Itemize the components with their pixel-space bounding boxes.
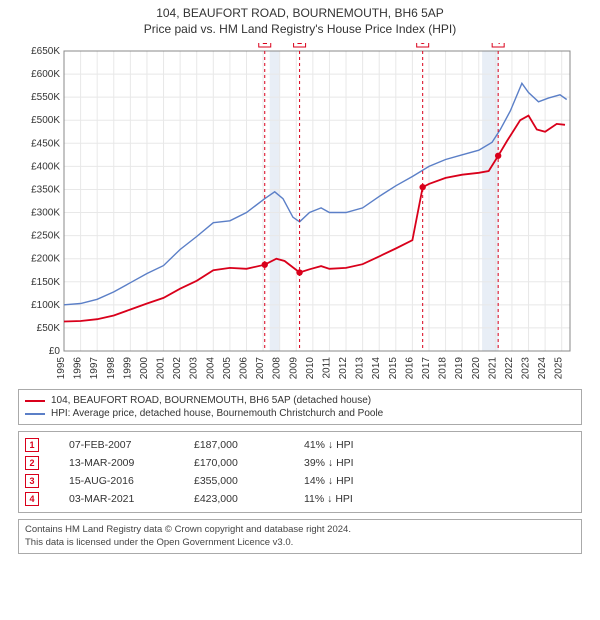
svg-text:2000: 2000 bbox=[139, 357, 150, 380]
svg-text:£550K: £550K bbox=[31, 92, 60, 103]
svg-text:1998: 1998 bbox=[106, 357, 117, 380]
svg-text:3: 3 bbox=[420, 43, 425, 46]
svg-text:1996: 1996 bbox=[73, 357, 84, 380]
event-row-4: 4 03-MAR-2021 £423,000 11% ↓ HPI bbox=[25, 490, 575, 508]
svg-text:2007: 2007 bbox=[255, 357, 266, 380]
footer-line-2: This data is licensed under the Open Gov… bbox=[25, 537, 575, 549]
svg-text:2010: 2010 bbox=[305, 357, 316, 380]
chart-title: 104, BEAUFORT ROAD, BOURNEMOUTH, BH6 5AP… bbox=[0, 0, 600, 37]
legend-swatch bbox=[25, 400, 45, 402]
footer-line-1: Contains HM Land Registry data © Crown c… bbox=[25, 524, 575, 536]
legend-swatch bbox=[25, 413, 45, 415]
svg-text:1999: 1999 bbox=[122, 357, 133, 380]
svg-text:£300K: £300K bbox=[31, 208, 60, 219]
event-hpi-diff: 11% ↓ HPI bbox=[304, 493, 353, 505]
svg-text:2001: 2001 bbox=[156, 357, 167, 380]
event-price: £187,000 bbox=[194, 439, 274, 451]
svg-text:£150K: £150K bbox=[31, 277, 60, 288]
svg-text:£400K: £400K bbox=[31, 162, 60, 173]
footer-attribution: Contains HM Land Registry data © Crown c… bbox=[18, 519, 582, 554]
event-marker-box: 2 bbox=[25, 456, 39, 470]
svg-text:£350K: £350K bbox=[31, 185, 60, 196]
event-row-2: 2 13-MAR-2009 £170,000 39% ↓ HPI bbox=[25, 454, 575, 472]
svg-text:£50K: £50K bbox=[37, 323, 61, 334]
legend-label: HPI: Average price, detached house, Bour… bbox=[51, 408, 383, 419]
svg-text:2021: 2021 bbox=[487, 357, 498, 380]
svg-text:2009: 2009 bbox=[288, 357, 299, 380]
svg-text:2008: 2008 bbox=[272, 357, 283, 380]
svg-text:2025: 2025 bbox=[554, 357, 565, 380]
event-price: £170,000 bbox=[194, 457, 274, 469]
event-row-1: 1 07-FEB-2007 £187,000 41% ↓ HPI bbox=[25, 436, 575, 454]
svg-text:2019: 2019 bbox=[454, 357, 465, 380]
svg-text:2015: 2015 bbox=[388, 357, 399, 380]
event-row-3: 3 15-AUG-2016 £355,000 14% ↓ HPI bbox=[25, 472, 575, 490]
svg-text:£650K: £650K bbox=[31, 46, 60, 57]
legend: 104, BEAUFORT ROAD, BOURNEMOUTH, BH6 5AP… bbox=[18, 389, 582, 425]
chart-area: £0 £50K £100K £150K £200K £250K £300K £350K £400… bbox=[18, 43, 582, 383]
events-table: 1 07-FEB-2007 £187,000 41% ↓ HPI 2 13-MAR-200… bbox=[18, 431, 582, 513]
svg-text:£200K: £200K bbox=[31, 254, 60, 265]
svg-text:2017: 2017 bbox=[421, 357, 432, 380]
event-hpi-diff: 41% ↓ HPI bbox=[304, 439, 354, 451]
event-marker-box: 1 bbox=[25, 438, 39, 452]
svg-text:2012: 2012 bbox=[338, 357, 349, 380]
svg-text:2013: 2013 bbox=[355, 357, 366, 380]
svg-text:4: 4 bbox=[496, 43, 501, 46]
svg-text:2020: 2020 bbox=[471, 357, 482, 380]
legend-label: 104, BEAUFORT ROAD, BOURNEMOUTH, BH6 5AP… bbox=[51, 395, 371, 406]
svg-text:£450K: £450K bbox=[31, 138, 60, 149]
svg-text:2011: 2011 bbox=[321, 357, 332, 379]
event-date: 15-AUG-2016 bbox=[69, 475, 164, 487]
svg-text:£250K: £250K bbox=[31, 231, 60, 242]
svg-text:£600K: £600K bbox=[31, 69, 60, 80]
svg-text:£500K: £500K bbox=[31, 115, 60, 126]
svg-text:2004: 2004 bbox=[205, 357, 216, 380]
event-marker-box: 3 bbox=[25, 474, 39, 488]
event-date: 13-MAR-2009 bbox=[69, 457, 164, 469]
legend-item-hpi: HPI: Average price, detached house, Bour… bbox=[25, 407, 575, 420]
svg-text:2003: 2003 bbox=[189, 357, 200, 380]
svg-text:2024: 2024 bbox=[537, 357, 548, 380]
svg-text:£0: £0 bbox=[49, 346, 61, 357]
event-price: £355,000 bbox=[194, 475, 274, 487]
svg-text:2016: 2016 bbox=[404, 357, 415, 380]
event-hpi-diff: 14% ↓ HPI bbox=[304, 475, 354, 487]
svg-text:£100K: £100K bbox=[31, 300, 60, 311]
svg-text:1995: 1995 bbox=[56, 357, 67, 380]
svg-text:1997: 1997 bbox=[89, 357, 100, 380]
event-date: 07-FEB-2007 bbox=[69, 439, 164, 451]
svg-text:2014: 2014 bbox=[371, 357, 382, 380]
svg-text:1: 1 bbox=[262, 43, 267, 46]
title-line-1: 104, BEAUFORT ROAD, BOURNEMOUTH, BH6 5AP bbox=[0, 6, 600, 22]
svg-text:2018: 2018 bbox=[438, 357, 449, 380]
svg-text:2002: 2002 bbox=[172, 357, 183, 380]
event-date: 03-MAR-2021 bbox=[69, 493, 164, 505]
event-marker-box: 4 bbox=[25, 492, 39, 506]
svg-text:2005: 2005 bbox=[222, 357, 233, 380]
svg-text:2: 2 bbox=[297, 43, 302, 46]
event-hpi-diff: 39% ↓ HPI bbox=[304, 457, 354, 469]
svg-text:2023: 2023 bbox=[521, 357, 532, 380]
event-price: £423,000 bbox=[194, 493, 274, 505]
line-chart: £0 £50K £100K £150K £200K £250K £300K £350K £400… bbox=[18, 43, 582, 383]
svg-text:2022: 2022 bbox=[504, 357, 515, 380]
title-line-2: Price paid vs. HM Land Registry's House … bbox=[0, 22, 600, 38]
svg-text:2006: 2006 bbox=[238, 357, 249, 380]
legend-item-prop: 104, BEAUFORT ROAD, BOURNEMOUTH, BH6 5AP… bbox=[25, 394, 575, 407]
